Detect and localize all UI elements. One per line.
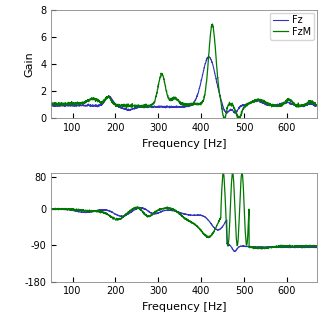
Fz xyxy=(70,104,74,108)
Fz xyxy=(49,104,53,108)
FzM xyxy=(222,117,226,121)
Fz xyxy=(200,74,204,77)
Line: Fz: Fz xyxy=(51,57,317,113)
FzM xyxy=(211,22,214,26)
FzM xyxy=(81,100,84,104)
Legend: Fz, FzM: Fz, FzM xyxy=(270,12,314,40)
Line: FzM: FzM xyxy=(51,24,317,119)
FzM xyxy=(172,96,176,100)
Y-axis label: Gain: Gain xyxy=(25,51,35,77)
FzM xyxy=(70,102,74,106)
X-axis label: Frequency [Hz]: Frequency [Hz] xyxy=(142,302,226,312)
Fz xyxy=(172,105,176,108)
Fz xyxy=(167,104,171,108)
Fz xyxy=(207,55,211,59)
FzM xyxy=(200,101,204,105)
X-axis label: Frequency [Hz]: Frequency [Hz] xyxy=(142,139,226,149)
Fz xyxy=(162,105,166,108)
Fz xyxy=(315,104,319,108)
Fz xyxy=(225,111,229,115)
Fz xyxy=(81,103,84,107)
FzM xyxy=(167,98,171,102)
FzM xyxy=(315,103,319,107)
FzM xyxy=(162,77,166,81)
FzM xyxy=(49,101,53,105)
